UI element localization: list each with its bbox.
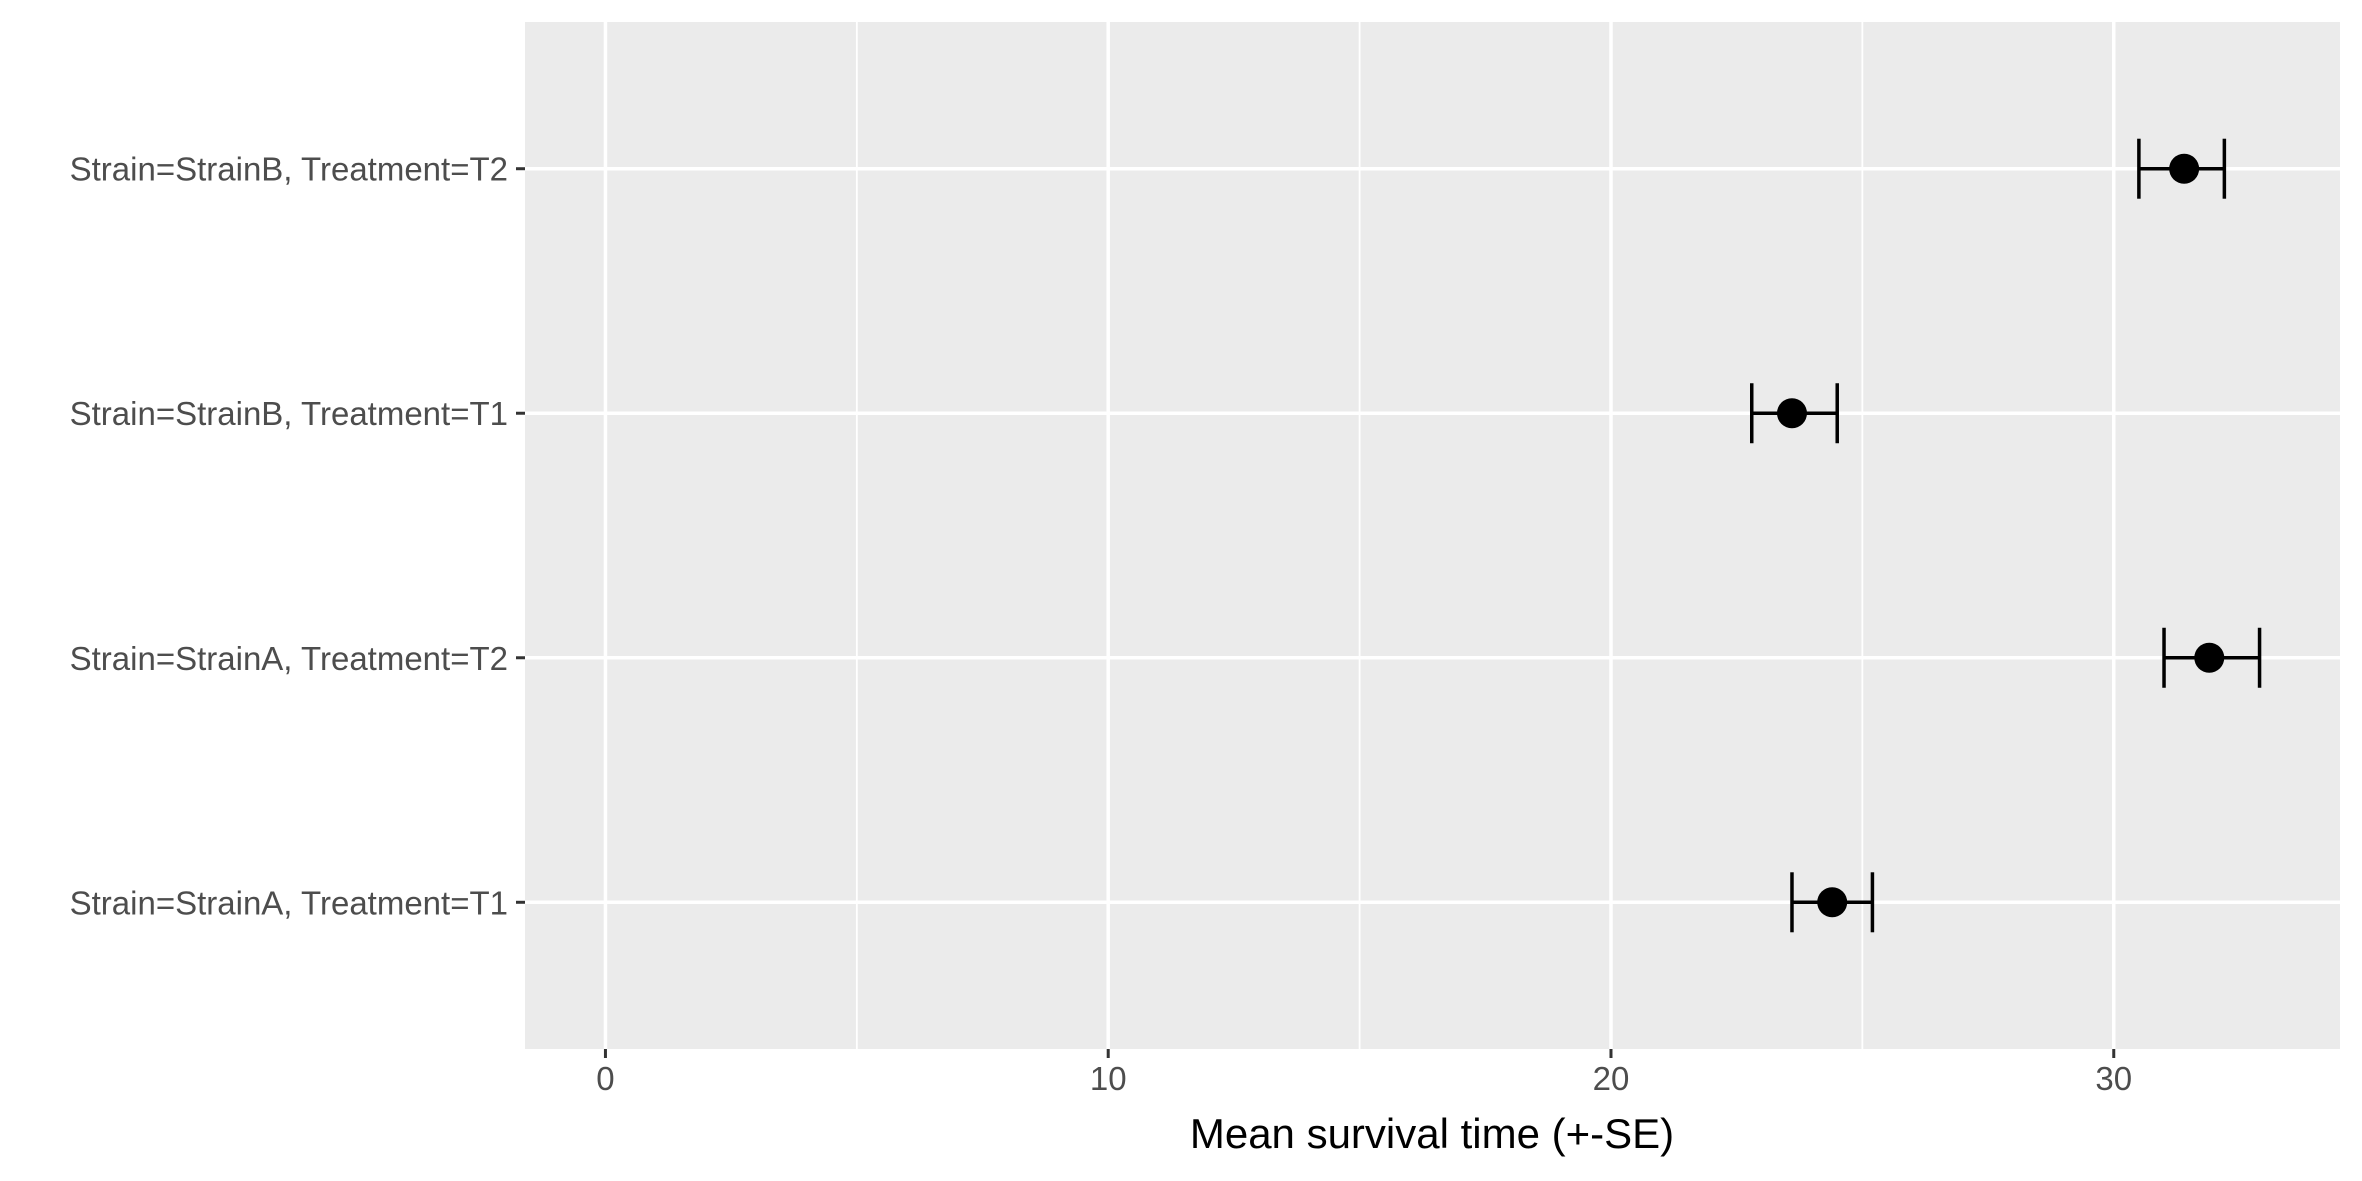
category-label: Strain=StrainA, Treatment=T1 [70,884,508,921]
plot-panel [525,22,2340,1049]
data-marks [1750,138,2262,933]
x-tick-label: 10 [1090,1060,1127,1097]
x-tick-label: 20 [1593,1060,1630,1097]
data-point [2194,642,2225,673]
grid-lines [525,22,2340,1049]
x-axis: 0 10 20 30 [596,1049,2132,1097]
category-label: Strain=StrainB, Treatment=T2 [70,151,508,188]
category-label: Strain=StrainB, Treatment=T1 [70,395,508,432]
data-point [1817,887,1848,918]
y-axis: Strain=StrainA, Treatment=T1 Strain=Strai… [70,151,525,921]
x-axis-title: Mean survival time (+-SE) [1190,1110,1674,1157]
data-point [2169,153,2200,184]
category-label: Strain=StrainA, Treatment=T2 [70,640,508,677]
x-tick-label: 30 [2095,1060,2132,1097]
data-point [1776,398,1807,429]
x-tick-label: 0 [596,1060,614,1097]
